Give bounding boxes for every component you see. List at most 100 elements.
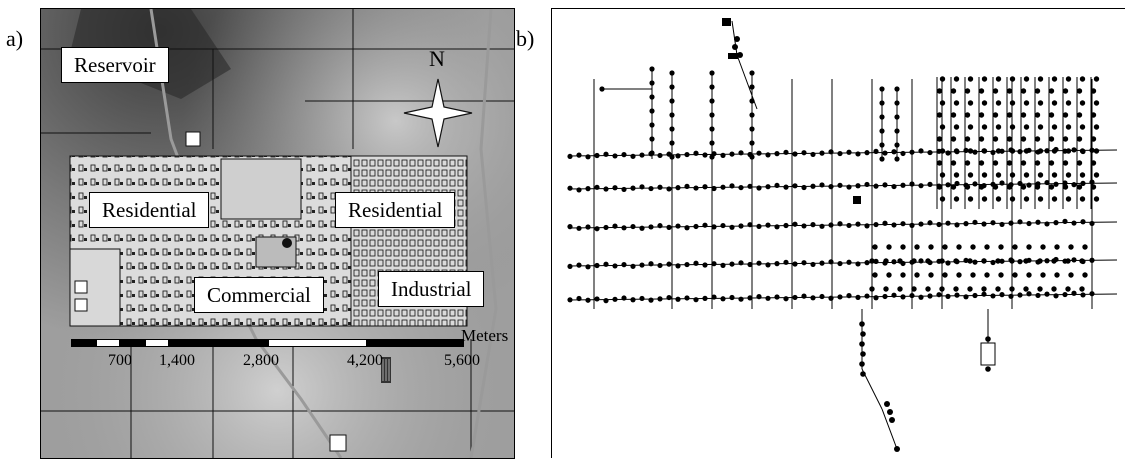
junction-node xyxy=(720,262,726,268)
junction-node xyxy=(894,114,900,120)
junction-node xyxy=(1009,100,1016,106)
junction-node xyxy=(630,297,636,303)
junction-node xyxy=(999,258,1005,264)
reservoir-icon xyxy=(722,18,738,59)
junction-node xyxy=(765,295,771,301)
junction-node xyxy=(1023,100,1030,106)
junction-node xyxy=(749,154,755,160)
junction-node xyxy=(1017,180,1023,187)
junction-node xyxy=(702,184,708,190)
junction-node xyxy=(995,196,1002,202)
junction-node xyxy=(846,222,852,229)
junction-node xyxy=(1044,148,1050,154)
junction-node xyxy=(1017,292,1023,298)
junction-node xyxy=(1090,184,1097,190)
junction-node xyxy=(1065,196,1072,202)
junction-node xyxy=(1090,136,1097,142)
junction-node xyxy=(702,222,708,228)
junction-node xyxy=(709,98,715,104)
pipe xyxy=(881,408,898,450)
junction-node xyxy=(783,149,789,155)
junction-node xyxy=(864,150,870,156)
junction-node xyxy=(1065,172,1072,178)
junction-node xyxy=(639,295,645,302)
junction-node xyxy=(964,160,971,166)
scale-tick-label: 2,800 xyxy=(243,352,279,369)
junction-node xyxy=(1065,100,1072,106)
junction-node xyxy=(738,184,744,191)
junction-node xyxy=(981,286,987,292)
junction-node xyxy=(684,151,690,158)
junction-node xyxy=(765,184,771,190)
junction-node xyxy=(792,294,798,301)
junction-node xyxy=(891,259,897,265)
junction-node xyxy=(945,220,951,226)
junction-node xyxy=(567,153,573,160)
junction-node xyxy=(783,296,789,302)
junction-node xyxy=(693,297,699,303)
junction-node xyxy=(950,88,957,94)
junction-node xyxy=(720,152,726,158)
junction-node xyxy=(925,258,931,264)
junction-node xyxy=(990,149,996,156)
junction-node xyxy=(939,124,946,130)
junction-node xyxy=(749,98,755,104)
junction-node xyxy=(603,298,609,304)
junction-node xyxy=(657,223,663,229)
scale-unit-label: Meters xyxy=(461,326,509,345)
junction-node xyxy=(675,223,681,229)
junction-node xyxy=(1079,100,1086,106)
junction-node xyxy=(945,260,951,266)
junction-node xyxy=(954,180,960,187)
junction-node xyxy=(846,184,852,190)
junction-node xyxy=(956,272,962,278)
junction-node xyxy=(576,262,582,268)
junction-node xyxy=(936,292,942,298)
junction-node xyxy=(970,272,976,278)
junction-node xyxy=(1023,258,1029,264)
junction-node xyxy=(675,153,681,159)
junction-node xyxy=(828,184,834,190)
junction-node xyxy=(1044,291,1050,297)
junction-node xyxy=(981,124,988,130)
junction-node xyxy=(612,185,618,191)
junction-node xyxy=(939,196,946,202)
junction-node xyxy=(666,224,672,230)
junction-node xyxy=(666,186,672,192)
junction-node xyxy=(1051,258,1057,264)
land-use-map: Reservoir Residential Residential Commer… xyxy=(40,8,515,459)
junction-node xyxy=(1037,100,1044,106)
junction-node xyxy=(749,140,755,146)
junction-node xyxy=(897,286,903,292)
junction-node xyxy=(1093,196,1100,202)
junction-node xyxy=(1020,160,1027,166)
junction-node xyxy=(585,224,591,230)
junction-node xyxy=(1090,160,1097,166)
junction-node xyxy=(939,76,946,82)
junction-node xyxy=(594,296,600,302)
junction-node xyxy=(900,150,906,157)
junction-node xyxy=(567,185,573,191)
junction-node xyxy=(1076,184,1083,190)
junction-node xyxy=(837,260,843,267)
junction-node xyxy=(732,44,738,50)
junction-node xyxy=(1023,286,1029,292)
junction-node xyxy=(956,244,962,250)
junction-node xyxy=(963,147,969,154)
tank-marker xyxy=(74,298,88,312)
junction-node xyxy=(990,293,996,299)
junction-node xyxy=(985,366,991,372)
junction-node xyxy=(939,148,946,154)
junction-node xyxy=(657,152,663,159)
junction-node xyxy=(669,140,675,146)
junction-node xyxy=(1017,149,1023,155)
junction-node xyxy=(953,124,960,130)
junction-node xyxy=(886,272,892,278)
junction-node xyxy=(846,293,852,299)
junction-node xyxy=(884,401,890,407)
junction-node xyxy=(1089,291,1095,297)
junction-node xyxy=(649,136,655,142)
junction-node xyxy=(953,172,960,178)
junction-node xyxy=(774,294,780,300)
junction-node xyxy=(1026,291,1032,297)
